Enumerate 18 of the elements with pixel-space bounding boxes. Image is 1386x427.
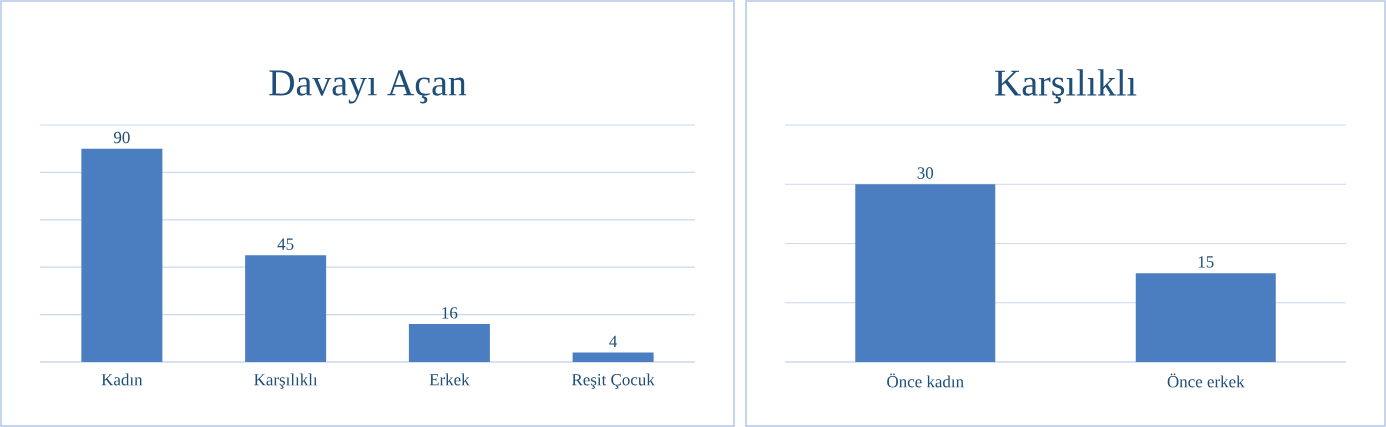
data-label: 4 <box>609 335 618 347</box>
x-tick-label: Önce erkek <box>1167 373 1245 388</box>
chart-title: Davayı Açan <box>269 70 467 104</box>
bar <box>572 352 654 362</box>
data-label: 16 <box>442 307 458 319</box>
data-label: 90 <box>113 131 130 144</box>
data-label: 30 <box>917 167 934 179</box>
data-label: 45 <box>277 238 294 250</box>
bar <box>408 324 490 362</box>
x-tick-label: Reşit Çocuk <box>571 373 655 389</box>
data-label: 15 <box>1198 256 1214 268</box>
bar <box>81 148 163 362</box>
x-tick-label: Kadın <box>101 373 143 386</box>
x-tick-label: Önce kadın <box>887 373 964 388</box>
x-tick-label: Karşılıklı <box>254 373 318 389</box>
x-tick-label: Erkek <box>429 373 470 386</box>
bar <box>245 255 327 362</box>
chart-title: Karşılıklı <box>995 69 1137 104</box>
